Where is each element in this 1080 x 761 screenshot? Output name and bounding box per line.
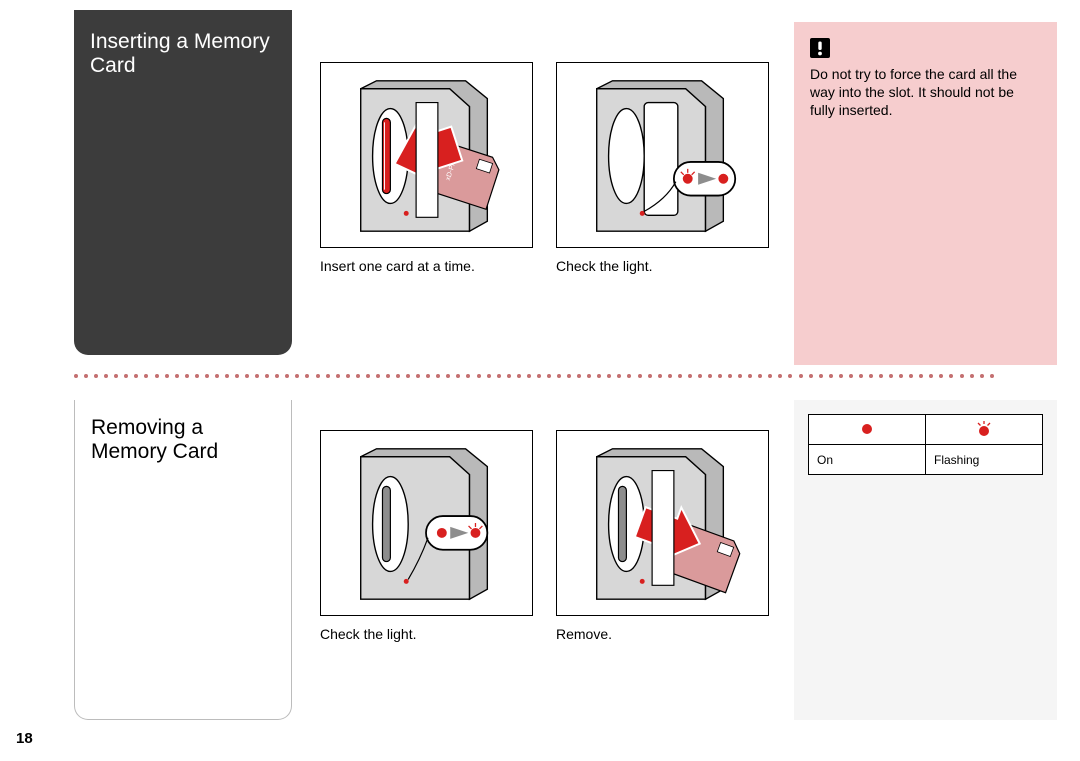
manual-page: Inserting a Memory Card	[0, 0, 1080, 761]
figure-remove-card: Remove.	[556, 430, 769, 642]
warning-icon	[810, 38, 830, 58]
legend-label-on: On	[809, 445, 926, 475]
section-removing: Removing a Memory Card	[74, 400, 1080, 740]
legend-panel: On Flashing	[794, 400, 1057, 720]
figure-caption: Check the light.	[556, 258, 769, 274]
figure-frame	[320, 430, 533, 616]
figure-caption: Insert one card at a time.	[320, 258, 533, 274]
section-title-inserting: Inserting a Memory Card	[90, 30, 276, 78]
figure-check-light-top: Check the light.	[556, 62, 769, 274]
led-legend-table: On Flashing	[808, 414, 1043, 475]
figure-frame	[556, 62, 769, 248]
warning-text: Do not try to force the card all the way…	[810, 66, 1041, 120]
figure-caption: Remove.	[556, 626, 769, 642]
illustration-remove	[557, 431, 768, 615]
section-inserting: Inserting a Memory Card	[74, 10, 1080, 370]
figure-caption: Check the light.	[320, 626, 533, 642]
table-row: On Flashing	[809, 445, 1043, 475]
legend-icon-on	[809, 415, 926, 445]
figure-check-light-bottom: Check the light.	[320, 430, 533, 642]
legend-label-flashing: Flashing	[926, 445, 1043, 475]
led-on-icon	[862, 424, 872, 434]
title-column-removing: Removing a Memory Card	[74, 400, 292, 720]
section-divider-dots	[74, 374, 994, 380]
table-row	[809, 415, 1043, 445]
warning-box: Do not try to force the card all the way…	[794, 22, 1057, 365]
section-title-removing: Removing a Memory Card	[91, 416, 275, 464]
title-column-inserting: Inserting a Memory Card	[74, 10, 292, 355]
illustration-check-light	[557, 63, 768, 247]
illustration-insert: xD-Picture	[321, 63, 532, 247]
led-flashing-icon	[975, 420, 993, 436]
figure-frame: xD-Picture	[320, 62, 533, 248]
illustration-check-light-2	[321, 431, 532, 615]
figure-frame	[556, 430, 769, 616]
page-number: 18	[16, 730, 33, 747]
figure-insert-card: xD-Picture Insert one card at a time.	[320, 62, 533, 274]
legend-icon-flashing	[926, 415, 1043, 445]
